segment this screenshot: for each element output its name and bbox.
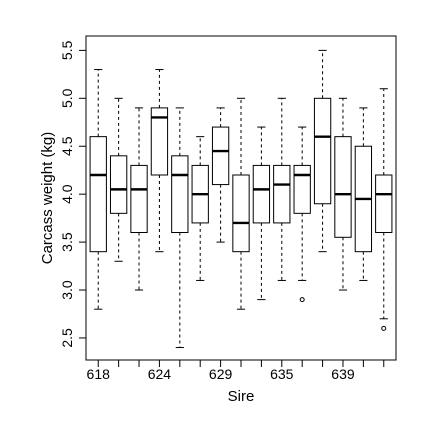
box-iqr — [130, 164, 148, 234]
x-tick-label: 624 — [148, 366, 172, 382]
box-group — [232, 97, 250, 310]
outlier-point — [381, 325, 387, 331]
box-group — [313, 49, 332, 253]
box-iqr — [211, 126, 230, 186]
box-iqr — [232, 174, 250, 253]
box-iqr — [171, 155, 189, 234]
x-axis-title: Sire — [228, 388, 255, 405]
box-iqr — [334, 136, 352, 238]
box-group — [89, 69, 107, 310]
box-group — [354, 107, 373, 281]
box-group — [293, 126, 311, 303]
y-tick-label: 4.0 — [59, 184, 75, 204]
box-group — [130, 107, 148, 291]
y-tick-label: 5.0 — [59, 88, 75, 108]
box-iqr — [273, 164, 291, 224]
y-tick-label: 2.5 — [59, 328, 75, 348]
y-tick-label: 5.5 — [59, 40, 75, 60]
x-axis: 618 624 629 635 639 — [87, 359, 385, 382]
box-iqr — [252, 164, 271, 224]
box-group — [375, 88, 393, 331]
box-iqr — [293, 164, 311, 214]
box-iqr — [150, 107, 169, 176]
box-group — [334, 97, 352, 291]
box-iqr — [313, 97, 332, 205]
box-iqr — [375, 174, 393, 234]
y-tick-label: 3.0 — [59, 280, 75, 300]
box-iqr — [109, 155, 128, 214]
y-axis: 2.5 3.0 3.5 4.0 4.5 5.0 5.5 — [59, 40, 87, 348]
box-group — [150, 69, 169, 253]
box-iqr — [89, 136, 107, 253]
x-tick-label: 618 — [87, 366, 111, 382]
x-tick-label: 635 — [270, 366, 294, 382]
box-group — [109, 97, 128, 262]
box-group — [211, 107, 230, 243]
box-group — [273, 97, 291, 281]
x-tick-label: 639 — [331, 366, 355, 382]
x-tick-label: 629 — [209, 366, 233, 382]
box-group — [191, 136, 209, 281]
y-tick-label: 3.5 — [59, 232, 75, 252]
box-group — [252, 126, 271, 301]
y-axis-title: Carcass weight (kg) — [39, 132, 56, 265]
y-tick-label: 4.5 — [59, 136, 75, 156]
boxes-layer — [89, 49, 393, 349]
outlier-point — [299, 297, 305, 303]
box-group — [171, 107, 189, 349]
